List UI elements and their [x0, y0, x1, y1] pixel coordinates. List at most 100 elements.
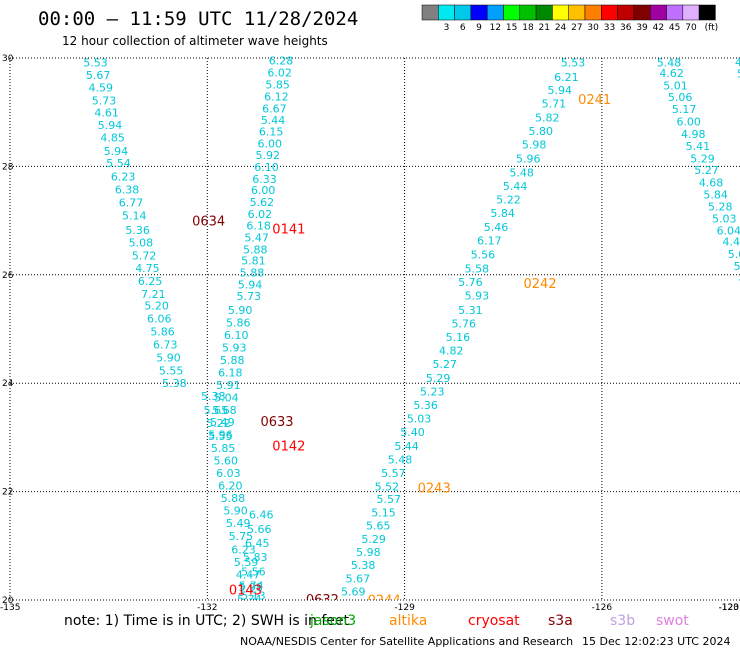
- wave-height-value: 5.80: [528, 125, 553, 138]
- wave-height-value: 5.57: [381, 467, 406, 480]
- wave-height-value: 5.98: [356, 546, 381, 559]
- colorbar-label: 30: [587, 23, 599, 33]
- wave-height-value: 5.74: [239, 579, 264, 592]
- wave-height-value: 5.04: [728, 248, 740, 261]
- wave-height-value: 5.68: [212, 404, 237, 417]
- wave-height-value: 5.20: [144, 300, 169, 313]
- wave-height-value: 5.15: [371, 507, 396, 520]
- pass-0556: 4.315.324.426.315.074.255.004.804.250556: [735, 56, 740, 92]
- wave-height-value: 4.85: [100, 132, 125, 145]
- passes: 5.535.674.595.734.615.944.855.945.546.23…: [83, 55, 740, 608]
- wave-height-value: 5.74: [237, 593, 262, 606]
- colorbar-swatch: [568, 4, 586, 21]
- wave-height-value: 5.38: [351, 559, 376, 572]
- wave-height-value: 5.94: [238, 279, 263, 292]
- wave-height-value: 5.71: [542, 98, 567, 111]
- wave-height-value: 5.62: [250, 196, 275, 209]
- x-tick-label: -126: [592, 603, 613, 613]
- wave-height-value: 5.56: [471, 249, 496, 262]
- wave-height-value: 5.55: [208, 430, 233, 443]
- wave-height-value: 5.13: [241, 590, 266, 603]
- satellite-legend-item: cryosat: [468, 613, 520, 629]
- x-tick-label: -123: [719, 603, 739, 613]
- colorbar-swatch: [421, 4, 439, 21]
- axis-ticks: -135 -132 -129 -126 -123-120 20 22 24 26 28 30: [0, 54, 739, 613]
- wave-height-value: 5.96: [208, 429, 233, 442]
- wave-height-value: 5.85: [211, 442, 236, 455]
- colorbar-swatch: [633, 4, 651, 21]
- colorbar-swatch: [552, 4, 569, 21]
- satellite-legend: jason3 altika cryosat s3a s3b swot: [309, 613, 689, 629]
- wave-height-value: 5.88: [240, 267, 265, 280]
- wave-height-value: 5.17: [672, 103, 697, 116]
- wave-height-value: 5.94: [98, 119, 123, 132]
- chart-title: 00:00 — 11:59 UTC 11/28/2024: [38, 8, 358, 30]
- wave-height-value: 5.04: [214, 391, 239, 404]
- wave-height-value: 5.48: [388, 454, 413, 467]
- wave-height-value: 5.44: [503, 180, 528, 193]
- satellite-legend-item: jason3: [309, 613, 356, 629]
- wave-height-value: 5.90: [228, 304, 253, 317]
- colorbar-label: 24: [555, 23, 567, 33]
- wave-height-value: 4.75: [135, 262, 160, 275]
- wave-height-value: 5.65: [366, 520, 391, 533]
- wave-height-value: 6.25: [138, 275, 163, 288]
- footer-generated: 15 Dec 12:02:23 UTC 2024: [582, 635, 730, 648]
- wave-height-value: 6.46: [249, 508, 274, 521]
- wave-height-value: 5.53: [561, 56, 586, 69]
- wave-height-value: 5.67: [346, 572, 371, 585]
- wave-height-value: 6.17: [477, 235, 502, 248]
- pass-0613: 4.455.045.464.286.136.839.095.507.625.28…: [722, 236, 740, 286]
- wave-height-value: 5.65: [204, 404, 229, 417]
- wave-height-value: 5.88: [221, 492, 246, 505]
- pass-label: 0241: [578, 93, 611, 108]
- wave-height-value: 5.84: [703, 189, 728, 202]
- wave-height-value: 6.20: [218, 480, 243, 493]
- wave-height-value: 5.36: [413, 399, 438, 412]
- wave-height-value: 5.28: [708, 201, 733, 214]
- colorbar-label: 27: [571, 23, 582, 33]
- x-tick-label: -132: [197, 603, 217, 613]
- wave-height-value: 6.03: [216, 467, 241, 480]
- colorbar-label: 15: [506, 23, 517, 33]
- colorbar-label: 45: [669, 23, 680, 33]
- wave-height-value: 5.55: [159, 365, 184, 378]
- wave-height-value: 6.38: [115, 184, 140, 197]
- y-tick-label: 24: [2, 379, 14, 389]
- wave-height-value: 5.93: [222, 341, 247, 354]
- wave-height-value: 5.85: [265, 79, 290, 92]
- colorbar-label: 9: [476, 23, 482, 33]
- wave-height-value: 5.93: [465, 289, 490, 302]
- colorbar-swatch: [698, 4, 716, 21]
- wave-height-value: 6.23: [111, 171, 136, 184]
- pass-0632: 0632: [306, 593, 339, 608]
- wave-height-value: 5.53: [83, 56, 108, 69]
- pass-label: 0243: [418, 481, 451, 496]
- y-tick-label: 22: [2, 488, 13, 498]
- wave-height-value: 5.90: [223, 505, 248, 518]
- wave-height-value: 6.12: [264, 90, 289, 103]
- wave-height-value: 5.44: [261, 114, 286, 127]
- wave-height-value: 5.41: [686, 140, 711, 153]
- pass-label: 0632: [306, 593, 339, 608]
- wave-height-value: 4.59: [89, 81, 114, 94]
- wave-height-value: 5.16: [446, 331, 471, 344]
- wave-height-value: 4.31: [735, 56, 740, 69]
- colorbar-label: 12: [490, 23, 501, 33]
- wave-height-value: 5.67: [86, 69, 111, 82]
- colorbar-swatch: [601, 4, 618, 21]
- pass-0612: 5.484.625.015.065.176.004.985.415.295.27…: [657, 56, 740, 237]
- wave-height-value: 5.52: [375, 481, 400, 494]
- colorbar-label: 18: [522, 23, 534, 33]
- wave-height-value: 5.27: [694, 164, 719, 177]
- pass-0244: 0244: [368, 593, 401, 600]
- colorbar-swatch: [535, 4, 553, 21]
- colorbar-label: 70: [685, 23, 697, 33]
- colorbar-swatch: [438, 4, 455, 21]
- wave-height-value: 5.66: [247, 523, 272, 536]
- colorbar-swatch: [486, 4, 504, 21]
- pass-0634: 5.535.674.595.734.615.944.855.945.546.23…: [83, 56, 225, 390]
- colorbar-swatch: [519, 4, 537, 21]
- wave-height-value: 4.28: [739, 273, 740, 286]
